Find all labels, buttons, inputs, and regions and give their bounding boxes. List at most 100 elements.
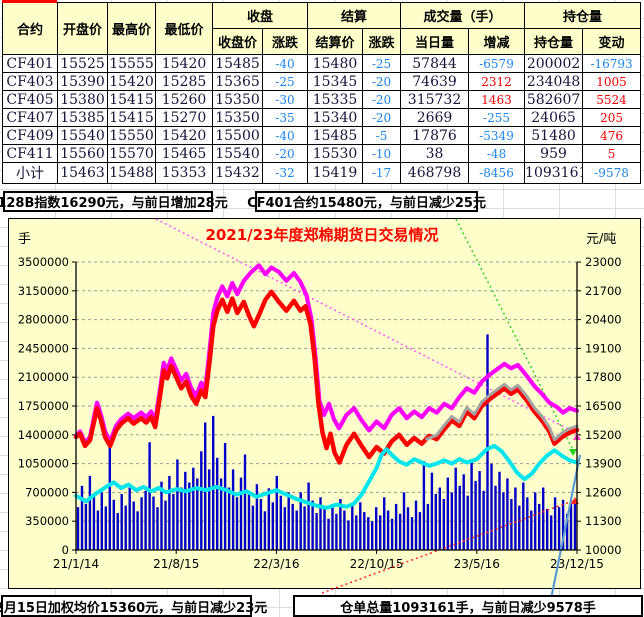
index-info-bar[interactable]: 3128B指数16290元，与前日增加28元 [0, 191, 228, 212]
low-cell[interactable]: 15285 [155, 72, 213, 91]
vol-chg-cell[interactable]: -8456 [468, 162, 526, 184]
vol-chg-cell[interactable]: 2312 [468, 72, 526, 91]
col-header-oi-value: 持仓量 [524, 28, 584, 55]
open-cell[interactable]: 15385 [57, 108, 108, 127]
oi-cell[interactable]: 582607 [524, 90, 584, 109]
oi-cell[interactable]: 51480 [524, 126, 584, 145]
vol-chg-cell[interactable]: -48 [468, 144, 526, 163]
col-header-oi-chg: 变动 [582, 28, 642, 55]
open-cell[interactable]: 15380 [57, 90, 108, 109]
low-cell[interactable]: 15260 [155, 90, 213, 109]
high-cell[interactable]: 15550 [107, 126, 156, 145]
volume-cell[interactable]: 2669 [400, 108, 470, 127]
settle-cell[interactable]: 15345 [307, 72, 364, 91]
low-cell[interactable]: 15353 [155, 162, 213, 184]
open-cell[interactable]: 15463 [57, 162, 108, 184]
oi-chg-cell[interactable]: 1005 [582, 72, 642, 91]
high-cell[interactable]: 15415 [107, 108, 156, 127]
settle-cell[interactable]: 15340 [307, 108, 364, 127]
settle-cell[interactable]: 15480 [307, 54, 364, 73]
oi-chg-cell[interactable]: -16793 [582, 54, 642, 73]
close-chg-cell[interactable]: -40 [261, 54, 309, 73]
oi-cell[interactable]: 234048 [524, 72, 584, 91]
settle-chg-cell[interactable]: -17 [362, 162, 402, 184]
close-chg-cell[interactable]: -25 [261, 72, 309, 91]
close-cell[interactable]: 15432 [212, 162, 263, 184]
high-cell[interactable]: 15415 [107, 90, 156, 109]
group-header-settle: 结算 [307, 2, 402, 29]
settle-chg-cell[interactable]: -5 [362, 126, 402, 145]
high-cell[interactable]: 15555 [107, 54, 156, 73]
table-row: CF403 15390 15420 15285 15365 -25 15345 -20 7463… [2, 72, 642, 91]
cf401-info-bar[interactable]: CF401合约15480元，与前日减少25元 [247, 191, 486, 212]
vol-chg-cell[interactable]: -6579 [468, 54, 526, 73]
settle-cell[interactable]: 15419 [307, 162, 364, 184]
oi-cell[interactable]: 959 [524, 144, 584, 163]
settle-chg-cell[interactable]: -10 [362, 144, 402, 163]
settle-cell[interactable]: 15530 [307, 144, 364, 163]
close-cell[interactable]: 15500 [212, 126, 263, 145]
col-header-vol-chg: 增减 [468, 28, 526, 55]
oi-cell[interactable]: 24065 [524, 108, 584, 127]
volume-cell[interactable]: 57844 [400, 54, 470, 73]
oi-cell[interactable]: 1093161 [524, 162, 584, 184]
close-chg-cell[interactable]: -32 [261, 162, 309, 184]
high-cell[interactable]: 15420 [107, 72, 156, 91]
settle-chg-cell[interactable]: -25 [362, 54, 402, 73]
warehouse-receipt-info-bar[interactable]: 仓单总量1093161手，与前日减少9578手 [293, 595, 643, 617]
close-cell[interactable]: 15365 [212, 72, 263, 91]
daily-trading-chart[interactable] [8, 218, 641, 589]
contract-cell[interactable]: CF411 [2, 144, 58, 163]
close-chg-cell[interactable]: -30 [261, 90, 309, 109]
low-cell[interactable]: 15420 [155, 54, 213, 73]
oi-chg-cell[interactable]: 5 [582, 144, 642, 163]
low-cell[interactable]: 15270 [155, 108, 213, 127]
open-cell[interactable]: 15390 [57, 72, 108, 91]
vol-chg-cell[interactable]: 1463 [468, 90, 526, 109]
high-cell[interactable]: 15488 [107, 162, 156, 184]
table-row: CF401 15525 15555 15420 15485 -40 15480 -25 5784… [2, 54, 642, 73]
volume-cell[interactable]: 17876 [400, 126, 470, 145]
oi-chg-cell[interactable]: 476 [582, 126, 642, 145]
close-chg-cell[interactable]: -20 [261, 144, 309, 163]
oi-chg-cell[interactable]: 205 [582, 108, 642, 127]
oi-cell[interactable]: 200002 [524, 54, 584, 73]
low-cell[interactable]: 15420 [155, 126, 213, 145]
close-cell[interactable]: 15485 [212, 54, 263, 73]
close-cell[interactable]: 15540 [212, 144, 263, 163]
low-cell[interactable]: 15465 [155, 144, 213, 163]
contract-cell[interactable]: 小计 [2, 162, 58, 184]
close-chg-cell[interactable]: -35 [261, 108, 309, 127]
open-cell[interactable]: 15540 [57, 126, 108, 145]
vol-chg-cell[interactable]: -5349 [468, 126, 526, 145]
settle-cell[interactable]: 15485 [307, 126, 364, 145]
weighted-avg-info-bar[interactable]: 12月15日加权均价15360元，与前日减少23元 [0, 595, 267, 617]
table-row: 小计 15463 15488 15353 15432 -32 15419 -17 468798-… [2, 162, 642, 184]
close-chg-cell[interactable]: -40 [261, 126, 309, 145]
volume-cell[interactable]: 38 [400, 144, 470, 163]
open-cell[interactable]: 15525 [57, 54, 108, 73]
contract-cell[interactable]: CF405 [2, 90, 58, 109]
close-cell[interactable]: 15350 [212, 90, 263, 109]
settle-cell[interactable]: 15335 [307, 90, 364, 109]
settle-chg-cell[interactable]: -20 [362, 90, 402, 109]
cf401-info-text: CF401合约15480元，与前日减少25元 [247, 196, 486, 211]
high-cell[interactable]: 15570 [107, 144, 156, 163]
settle-chg-cell[interactable]: -20 [362, 108, 402, 127]
settle-chg-cell[interactable]: -20 [362, 72, 402, 91]
contract-cell[interactable]: CF403 [2, 72, 58, 91]
contract-cell[interactable]: CF409 [2, 126, 58, 145]
volume-cell[interactable]: 468798 [400, 162, 470, 184]
oi-chg-cell[interactable]: -9578 [582, 162, 642, 184]
contract-cell[interactable]: CF401 [2, 54, 58, 73]
volume-cell[interactable]: 74639 [400, 72, 470, 91]
index-info-text: 3128B指数16290元，与前日增加28元 [0, 196, 228, 211]
open-cell[interactable]: 15560 [57, 144, 108, 163]
close-cell[interactable]: 15350 [212, 108, 263, 127]
contract-cell[interactable]: CF407 [2, 108, 58, 127]
vol-chg-cell[interactable]: -255 [468, 108, 526, 127]
group-header-close: 收盘 [211, 2, 309, 29]
col-header-day-volume: 当日量 [400, 28, 470, 55]
oi-chg-cell[interactable]: 5524 [582, 90, 642, 109]
volume-cell[interactable]: 315732 [400, 90, 470, 109]
